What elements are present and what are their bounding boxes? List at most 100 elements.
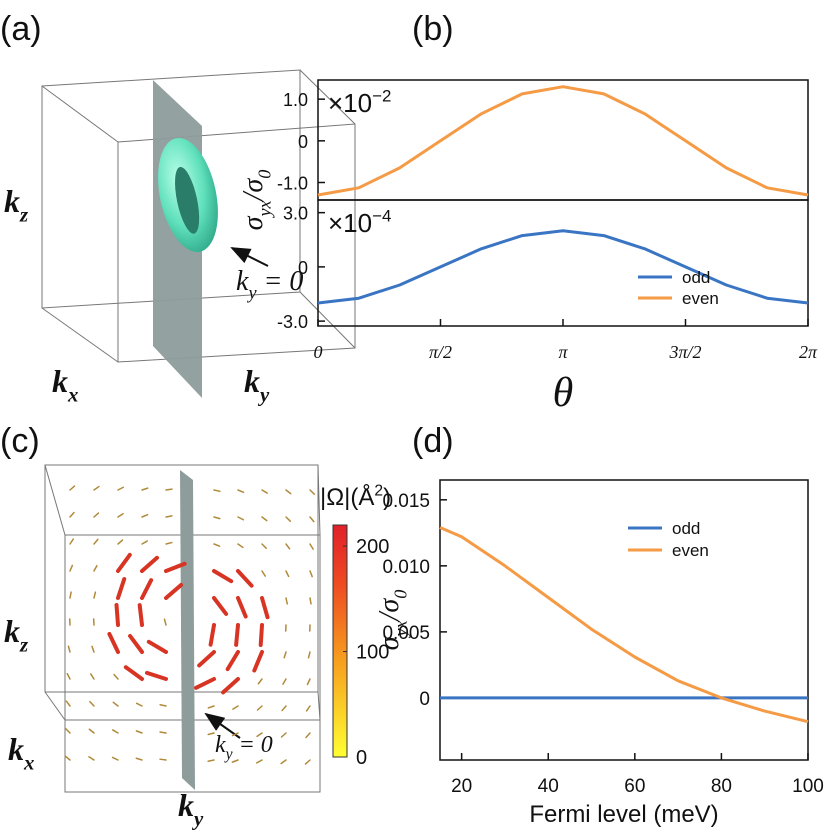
field-arrow — [261, 570, 266, 577]
plot-frame — [439, 479, 809, 761]
field-arrow — [93, 512, 100, 518]
field-arrow — [309, 489, 316, 495]
x-tick-label: 3π/2 — [668, 342, 701, 362]
y-tick-label: -3.0 — [277, 312, 308, 332]
y-axis-label-part: yx — [390, 620, 410, 638]
field-arrow — [69, 564, 74, 572]
field-arrow — [135, 757, 143, 761]
field-arrow — [66, 672, 71, 680]
panel-label: (d) — [412, 422, 454, 460]
field-arrow — [69, 538, 75, 545]
field-arrow — [113, 673, 119, 680]
legend-label: even — [682, 289, 719, 308]
field-arrow — [197, 650, 216, 668]
colorbar — [332, 524, 348, 758]
axis-label: ky — [178, 787, 204, 831]
field-arrow — [237, 516, 245, 521]
multiplier-part: −2 — [372, 87, 391, 106]
axis-label-part: z — [19, 204, 29, 227]
y-tick-label: -1.0 — [277, 174, 308, 194]
x-axis-label: θ — [553, 370, 574, 416]
field-arrow — [236, 569, 254, 588]
x-tick-label: 20 — [451, 776, 472, 797]
series-line — [317, 85, 809, 197]
axis-label: kx — [8, 731, 34, 775]
x-tick-label: 40 — [538, 776, 559, 797]
field-arrow — [252, 650, 264, 673]
field-arrow — [213, 543, 221, 547]
field-arrow — [159, 731, 167, 734]
annotation: ky = 0 — [215, 732, 273, 763]
y-axis-label: σyx/σ0 — [374, 590, 410, 651]
field-arrow — [141, 513, 149, 518]
field-arrow — [88, 728, 95, 734]
x-tick-label: π — [558, 342, 568, 362]
field-arrow — [159, 758, 167, 761]
axis-label: kz — [4, 183, 29, 227]
colorbar-label: |Ω|(Å2) — [320, 482, 391, 511]
field-arrow — [208, 623, 216, 647]
plot-frame — [317, 199, 809, 327]
x-tick-label: π/2 — [429, 342, 452, 362]
annotation-part: y — [224, 746, 233, 763]
diagram-c — [44, 464, 321, 793]
axis-label-part: k — [52, 363, 68, 399]
field-arrow — [261, 543, 267, 550]
multiplier-part: ×10 — [328, 208, 372, 238]
field-arrow — [88, 755, 95, 761]
field-arrow — [256, 732, 263, 738]
field-arrow — [309, 543, 314, 550]
field-arrow — [93, 591, 97, 599]
multiplier-part: ×10 — [328, 88, 372, 118]
axis-label-part: k — [244, 363, 260, 399]
field-arrow — [258, 623, 264, 647]
field-arrow — [65, 727, 71, 734]
x-axis-label: Fermi level (meV) — [529, 801, 718, 828]
x-tick-label: 2π — [799, 342, 818, 362]
annotation-part: = 0 — [257, 266, 304, 297]
y-tick-label: 0 — [298, 258, 308, 278]
field-arrow — [91, 645, 95, 653]
field-arrow — [93, 538, 99, 545]
annotation-part: k — [236, 266, 249, 297]
field-arrow — [309, 516, 315, 523]
field-arrow — [165, 541, 173, 545]
field-arrow — [117, 539, 124, 545]
field-arrow — [128, 633, 144, 654]
field-arrow — [207, 705, 215, 709]
field-arrow — [117, 512, 124, 518]
axis-label-part: k — [8, 731, 24, 767]
field-arrow — [107, 631, 120, 654]
field-arrow — [164, 561, 187, 573]
field-arrow — [117, 486, 125, 491]
field-arrow — [194, 677, 216, 690]
series-line — [317, 229, 809, 305]
field-arrow — [69, 485, 76, 491]
plot-frame — [317, 79, 809, 201]
field-arrow — [116, 552, 132, 573]
field-arrow — [111, 756, 119, 761]
multiplier: ×10−2 — [328, 87, 391, 118]
field-arrow — [213, 516, 221, 520]
colorbar-tick-label: 0 — [356, 747, 367, 769]
field-arrow — [305, 732, 311, 739]
annotation: ky = 0 — [236, 266, 303, 302]
field-arrow — [163, 618, 167, 626]
field-arrow — [64, 755, 71, 761]
axis-label: ky — [244, 363, 270, 407]
field-arrow — [306, 678, 311, 686]
y-axis-label-part: σ — [238, 215, 269, 230]
field-arrow — [280, 759, 287, 765]
series-line — [439, 526, 809, 724]
field-arrow — [256, 705, 263, 711]
field-arrow — [236, 596, 248, 619]
field-arrow — [164, 582, 184, 600]
field-arrow — [213, 489, 221, 493]
y-tick-label: 1.0 — [283, 90, 308, 110]
field-arrow — [231, 732, 239, 737]
y-tick-label: 3.0 — [283, 204, 308, 224]
legend-label: even — [672, 541, 709, 560]
field-arrow — [212, 569, 234, 584]
annotation-part: k — [215, 732, 226, 758]
